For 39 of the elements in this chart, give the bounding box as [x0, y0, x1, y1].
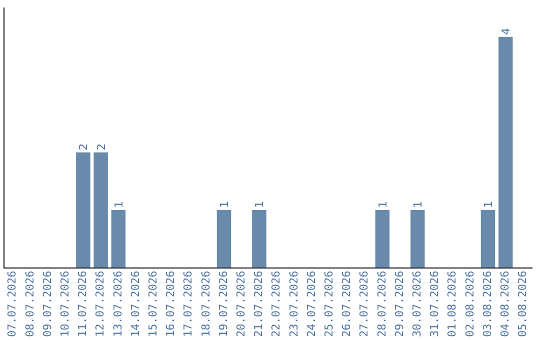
x-tick-label: 25.07.2026 — [322, 270, 336, 338]
data-label: 1 — [412, 201, 425, 208]
x-tick-label: 20.07.2026 — [234, 270, 248, 338]
x-tick-label: 31.07.2026 — [428, 270, 442, 338]
x-tick-label: 26.07.2026 — [340, 270, 354, 338]
x-tick-label: 05.08.2026 — [516, 270, 530, 338]
x-tick-label: 11.07.2026 — [76, 270, 90, 338]
x-tick-label: 24.07.2026 — [304, 270, 318, 338]
x-tick-label: 15.07.2026 — [146, 270, 160, 338]
x-tick-label: 30.07.2026 — [410, 270, 424, 338]
x-tick-label: 09.07.2026 — [40, 270, 54, 338]
x-tick-label: 19.07.2026 — [216, 270, 230, 338]
data-label: 2 — [94, 143, 108, 150]
x-tick-label: 18.07.2026 — [199, 270, 212, 338]
x-tick-label: 16.07.2026 — [164, 270, 178, 338]
x-tick-label: 29.07.2026 — [392, 270, 406, 338]
x-tick-label: 08.07.2026 — [23, 270, 36, 338]
x-tick-label: 13.07.2026 — [111, 270, 124, 338]
x-tick-label: 04.08.2026 — [498, 270, 512, 338]
x-tick-label: 03.08.2026 — [480, 270, 494, 338]
data-label: 1 — [253, 201, 266, 208]
x-tick-label: 21.07.2026 — [252, 270, 266, 338]
x-tick-label: 02.08.2026 — [463, 270, 476, 338]
data-label: 4 — [500, 28, 513, 35]
x-tick-label: 01.08.2026 — [446, 270, 459, 338]
data-label: 2 — [77, 143, 90, 150]
x-tick-label: 14.07.2026 — [128, 270, 142, 338]
x-tick-label: 17.07.2026 — [182, 270, 195, 338]
x-tick-label: 28.07.2026 — [375, 270, 388, 338]
data-label: 1 — [482, 201, 495, 208]
x-tick-label: 22.07.2026 — [270, 270, 283, 338]
x-tick-label: 10.07.2026 — [58, 270, 72, 338]
data-label: 1 — [112, 201, 126, 208]
x-tick-label: 12.07.2026 — [94, 270, 107, 338]
x-tick-label: 27.07.2026 — [358, 270, 371, 338]
data-label: 1 — [218, 201, 231, 208]
x-tick-label: 23.07.2026 — [287, 270, 300, 338]
x-tick-label: 07.07.2026 — [6, 270, 19, 338]
data-label: 1 — [376, 201, 390, 208]
